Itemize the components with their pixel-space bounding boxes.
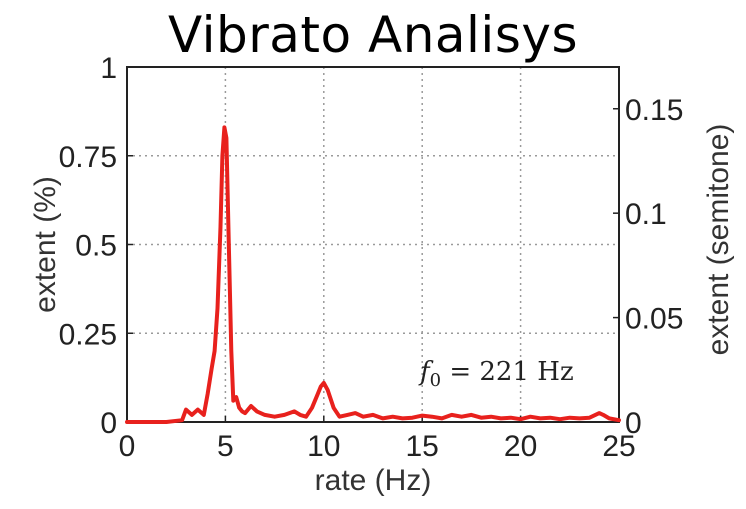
x-tick-label: 20	[504, 430, 537, 463]
x-tick-label: 10	[307, 430, 340, 463]
series-line	[125, 125, 621, 424]
y-tick-label: 0.25	[59, 318, 117, 351]
y-tick-label: 1	[100, 52, 117, 85]
x-axis-label: rate (Hz)	[315, 464, 432, 497]
series-group	[125, 125, 621, 424]
annotation-value: = 221 Hz	[441, 357, 574, 387]
y-axis-ticks: 0 0.25 0.5 0.75 1	[59, 52, 133, 440]
x-tick-label: 15	[406, 430, 439, 463]
f0-annotation: f0 = 221 Hz	[418, 357, 574, 391]
y-tick-label: 0	[100, 407, 117, 440]
y-tick-label: 0.5	[75, 230, 117, 263]
x-axis-ticks: 0 5 10 15 20 25	[119, 416, 636, 463]
grid	[127, 67, 619, 422]
y2-axis-ticks: 0 0.05 0.1 0.15	[613, 94, 683, 440]
annotation-subscript: 0	[430, 370, 441, 391]
y2-tick-label: 0.1	[625, 198, 667, 231]
x-tick-label: 5	[217, 430, 234, 463]
y2-tick-label: 0.05	[625, 303, 683, 336]
y2-tick-label: 0	[625, 407, 642, 440]
y2-axis-label: extent (semitone)	[702, 124, 735, 356]
chart-title: Vibrato Analisys	[167, 6, 579, 64]
y-tick-label: 0.75	[59, 141, 117, 174]
y-axis-label: extent (%)	[29, 176, 62, 313]
x-tick-label: 0	[119, 430, 136, 463]
y2-tick-label: 0.15	[625, 94, 683, 127]
x-tick-label: 25	[602, 430, 635, 463]
